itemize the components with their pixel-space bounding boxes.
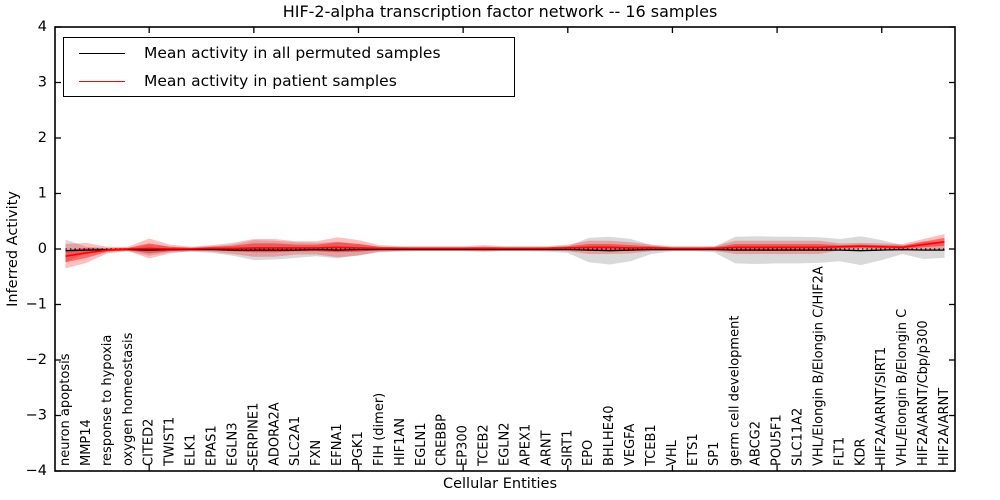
category-label: neuron apoptosis bbox=[58, 353, 73, 466]
y-tick-label: 2 bbox=[38, 130, 47, 146]
category-label: HIF2A/ARNT bbox=[937, 388, 952, 466]
y-tick-label: −3 bbox=[26, 408, 47, 424]
category-label: PGK1 bbox=[351, 431, 366, 466]
category-label: EGLN2 bbox=[498, 422, 513, 466]
category-label: BHLHE40 bbox=[602, 406, 617, 466]
category-label: ABCG2 bbox=[749, 421, 764, 466]
category-label: CREBBP bbox=[435, 414, 450, 466]
category-label: VHL/Elongin B/Elongin C/HIF2A bbox=[812, 266, 827, 466]
x-axis-label: Cellular Entities bbox=[442, 476, 558, 492]
legend-entry-permuted: Mean activity in all permuted samples bbox=[64, 40, 514, 66]
legend-entry-patient: Mean activity in patient samples bbox=[64, 68, 514, 94]
category-label: CITED2 bbox=[142, 419, 157, 466]
y-axis-label: Inferred Activity bbox=[5, 191, 21, 307]
category-label: FLT1 bbox=[832, 437, 847, 466]
category-label: HIF2A/ARNT/SIRT1 bbox=[874, 347, 889, 466]
category-label: TCEB1 bbox=[644, 424, 659, 467]
category-label: oxygen homeostasis bbox=[121, 332, 136, 466]
category-label: VHL/Elongin B/Elongin C bbox=[895, 309, 910, 466]
category-label: ADORA2A bbox=[267, 402, 282, 466]
permuted-std-band bbox=[65, 236, 945, 266]
category-label: ELK1 bbox=[184, 434, 199, 466]
legend-label-patient: Mean activity in patient samples bbox=[144, 72, 397, 90]
legend-label-permuted: Mean activity in all permuted samples bbox=[144, 44, 441, 62]
category-label: TCEB2 bbox=[477, 424, 492, 467]
category-label: EP300 bbox=[456, 425, 471, 466]
category-label: VEGFA bbox=[623, 424, 638, 466]
category-label: EPO bbox=[581, 440, 596, 466]
category-label: APEX1 bbox=[518, 424, 533, 466]
legend: Mean activity in all permuted samples Me… bbox=[63, 37, 515, 97]
category-label: SERPINE1 bbox=[246, 403, 261, 466]
chart-title: HIF-2-alpha transcription factor network… bbox=[282, 2, 718, 21]
category-label: EGLN3 bbox=[225, 422, 240, 466]
category-label: EPAS1 bbox=[205, 425, 220, 466]
y-tick-label: 1 bbox=[38, 186, 47, 202]
category-label: EGLN1 bbox=[414, 422, 429, 466]
patient-std-band-inner bbox=[65, 237, 945, 263]
category-label: TWIST1 bbox=[163, 417, 178, 467]
red-line-swatch bbox=[79, 80, 125, 82]
category-label: KDR bbox=[853, 438, 868, 466]
category-label: response to hypoxia bbox=[100, 335, 115, 466]
category-label: MMP14 bbox=[79, 419, 94, 466]
black-line-swatch bbox=[79, 52, 125, 54]
permuted-mean-line bbox=[65, 248, 945, 252]
category-label: HIF2A/ARNT/Cbp/p300 bbox=[916, 320, 931, 466]
y-tick-label: 4 bbox=[38, 19, 47, 35]
category-label: POU5F1 bbox=[770, 414, 785, 466]
category-label: FXN bbox=[309, 440, 324, 466]
category-label: SIRT1 bbox=[560, 430, 575, 466]
patient-std-band-outer bbox=[65, 234, 945, 269]
patient-mean-line bbox=[65, 241, 945, 257]
category-label: EFNA1 bbox=[330, 423, 345, 466]
category-label: FIH (dimer) bbox=[372, 393, 387, 466]
y-tick-label: −2 bbox=[26, 352, 47, 368]
category-label: ETS1 bbox=[686, 433, 701, 466]
category-label: ARNT bbox=[539, 430, 554, 466]
y-tick-label: 0 bbox=[38, 241, 47, 257]
category-label: SP1 bbox=[707, 442, 722, 466]
y-tick-label: 3 bbox=[38, 75, 47, 91]
y-tick-label: −1 bbox=[26, 297, 47, 313]
category-label: HIF1AN bbox=[393, 418, 408, 466]
category-label: SLC2A1 bbox=[288, 416, 303, 466]
y-tick-label: −4 bbox=[26, 463, 47, 479]
category-label: germ cell development bbox=[728, 316, 743, 466]
category-label: SLC11A2 bbox=[791, 408, 806, 466]
category-label: VHL bbox=[665, 439, 680, 466]
